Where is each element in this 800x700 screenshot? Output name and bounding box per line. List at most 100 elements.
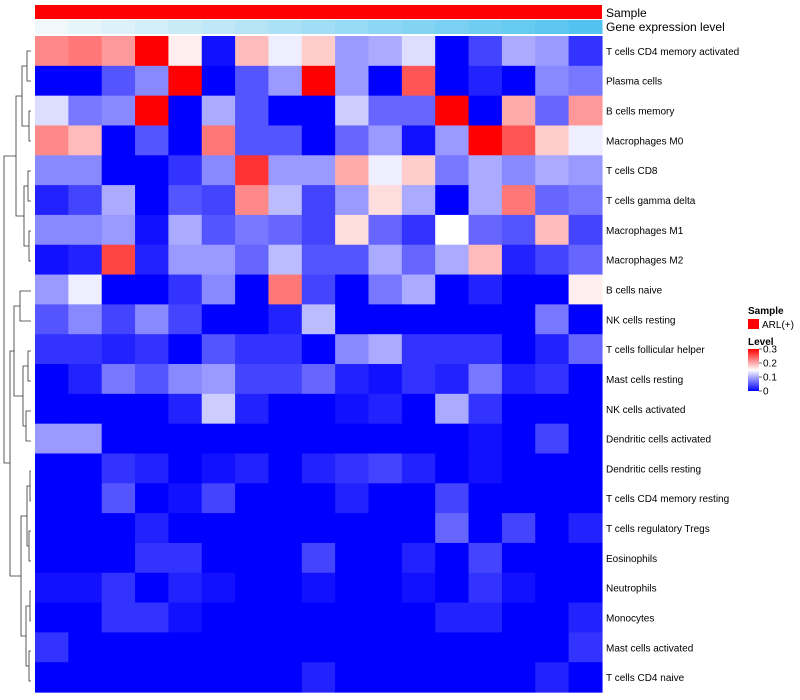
heatmap-cell [68, 214, 103, 246]
heatmap-cell [35, 36, 69, 67]
heatmap-cell [501, 632, 536, 663]
heatmap-cell [268, 36, 303, 67]
heatmap-cell [401, 65, 436, 97]
heatmap-cell [301, 572, 336, 604]
heatmap-cell [135, 214, 169, 246]
heatmap-cell [235, 155, 270, 186]
heatmap-cell [168, 244, 203, 276]
row-label: Mast cells activated [606, 643, 693, 654]
heatmap-cell [168, 214, 203, 246]
heatmap-cell [268, 423, 303, 455]
heatmap-cell [35, 632, 69, 663]
heatmap-cell [435, 662, 470, 693]
heatmap-cell [335, 513, 370, 544]
heatmap-cell [368, 393, 403, 425]
heatmap-cell [235, 423, 270, 455]
heatmap-cell [301, 453, 336, 484]
heatmap-cell [101, 364, 136, 395]
annotation-bars: Sample Gene expression level [35, 5, 725, 34]
heatmap-cell [335, 453, 370, 484]
heatmap-cell [501, 214, 536, 246]
heatmap-cell [101, 214, 136, 246]
heatmap-cell [568, 453, 603, 484]
row-label: T cells gamma delta [606, 196, 696, 207]
heatmap-cell [468, 36, 503, 67]
level-tick-label: 0.1 [763, 373, 777, 384]
heatmap-cell [235, 185, 270, 216]
heatmap-cell [435, 632, 470, 663]
heatmap-cell [101, 572, 136, 604]
row-label: Neutrophils [606, 584, 657, 595]
heatmap-cell [335, 36, 370, 67]
heatmap-cell [35, 364, 69, 395]
heatmap-cell [335, 602, 370, 633]
sample-legend-item: ARL(+) [762, 320, 794, 331]
heatmap-cell [168, 602, 203, 633]
heatmap-cell [435, 244, 470, 276]
row-label: Dendritic cells resting [606, 464, 701, 475]
row-label: NK cells activated [606, 405, 685, 416]
heatmap-cell [168, 513, 203, 544]
heatmap-cell [501, 542, 536, 574]
heatmap-cell [101, 244, 136, 276]
row-label: T cells follicular helper [606, 345, 705, 356]
heatmap-cell [568, 662, 603, 693]
heatmap-cell [135, 185, 169, 216]
heatmap-cell [268, 214, 303, 246]
heatmap-cell [35, 274, 69, 305]
expression-annotation-cell [335, 20, 370, 34]
heatmap-cell [535, 274, 570, 305]
heatmap-cell [35, 214, 69, 246]
heatmap-cell [268, 274, 303, 305]
heatmap-cell [235, 65, 270, 97]
row-label: T cells CD4 memory activated [606, 47, 739, 58]
heatmap-cell [368, 572, 403, 604]
heatmap-cell [535, 304, 570, 335]
heatmap-cell [201, 483, 236, 514]
heatmap-cell [201, 602, 236, 633]
heatmap-cell [35, 155, 69, 186]
heatmap-cell [401, 36, 436, 67]
heatmap-cell [568, 632, 603, 663]
heatmap-cell [201, 662, 236, 693]
heatmap-cell [268, 542, 303, 574]
heatmap-cell [568, 423, 603, 455]
heatmap-cell [135, 364, 169, 395]
heatmap-cell [201, 185, 236, 216]
heatmap-cell [501, 602, 536, 633]
heatmap-cell [235, 542, 270, 574]
heatmap-cell [35, 65, 69, 97]
heatmap-cell [201, 513, 236, 544]
heatmap-cell [168, 36, 203, 67]
heatmap-cell [401, 334, 436, 365]
heatmap-cell [201, 125, 236, 156]
heatmap-cell [368, 155, 403, 186]
heatmap-cell [335, 185, 370, 216]
heatmap-cell [101, 65, 136, 97]
heatmap-cell [268, 453, 303, 484]
heatmap-cell [401, 364, 436, 395]
heatmap-cell [435, 542, 470, 574]
heatmap-cell [501, 155, 536, 186]
heatmap-cell [201, 244, 236, 276]
heatmap-cell [135, 244, 169, 276]
heatmap-cell [468, 453, 503, 484]
heatmap-cell [301, 274, 336, 305]
heatmap-cell [468, 334, 503, 365]
heatmap-cell [68, 513, 103, 544]
heatmap-cell [168, 155, 203, 186]
heatmap-cell [501, 572, 536, 604]
heatmap-cell [468, 185, 503, 216]
heatmap-cell [201, 572, 236, 604]
heatmap-cell [535, 36, 570, 67]
heatmap-cell [35, 185, 69, 216]
heatmap-cell [101, 632, 136, 663]
heatmap-cell [68, 304, 103, 335]
level-legend: Level 0.3 0.2 0.1 0 [748, 337, 777, 398]
heatmap-cell [468, 125, 503, 156]
heatmap-cell [35, 125, 69, 156]
heatmap-cell [401, 483, 436, 514]
expression-annotation-cell [201, 20, 236, 34]
row-label: Macrophages M1 [606, 226, 684, 237]
heatmap-cell [435, 364, 470, 395]
